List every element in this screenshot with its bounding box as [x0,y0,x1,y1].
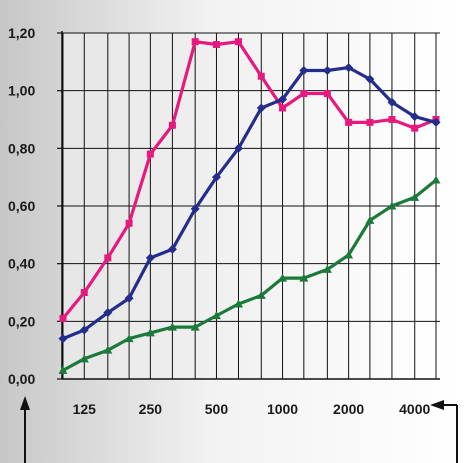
left-arrow-head [20,396,30,410]
right-arrow-head [430,400,444,410]
series-line [61,40,437,320]
data-point [300,90,308,98]
data-point [410,192,420,201]
data-point [104,254,112,262]
data-point [146,150,154,158]
data-point [278,94,288,104]
data-point [233,143,243,153]
data-point [190,322,200,331]
data-point [299,273,309,282]
x-tick-label: 250 [139,401,163,417]
series-2 [58,63,441,344]
data-point [411,124,419,132]
data-point [191,38,199,46]
data-point [323,90,331,98]
y-tick-label: 0,20 [8,313,35,329]
y-tick-label: 0,60 [8,198,35,214]
data-point [431,175,441,184]
data-point [58,365,68,374]
series-line [62,65,437,341]
y-tick-label: 1,20 [8,25,35,41]
data-point [145,253,155,263]
data-point [167,322,177,331]
data-point [212,41,220,49]
x-tick-label: 1000 [267,401,298,417]
data-point [211,172,221,182]
data-point [322,65,332,75]
data-point [124,293,134,303]
y-tick-label: 0,80 [8,140,35,156]
data-point [344,250,354,259]
data-point [124,334,134,343]
data-point [278,273,288,282]
axis-arrows [20,396,458,463]
x-tick-label: 2000 [333,401,364,417]
data-point [410,112,420,122]
data-point [103,308,113,318]
data-point [211,311,221,320]
data-point [345,118,353,126]
data-point [366,118,374,126]
x-tick-label: 4000 [399,401,430,417]
tick-labels: 0,00 0,20 0,40 0,60 0,80 1,00 1,20 125 250 500 100… [8,25,431,417]
data-point [431,117,441,127]
data-point [59,314,67,322]
data-point [387,97,397,107]
data-point [387,201,397,210]
data-point [103,345,113,354]
data-point [256,290,266,299]
y-tick-label: 1,00 [8,83,35,99]
data-point [299,65,309,75]
data-point [344,63,354,73]
data-point [257,72,265,80]
data-point [80,289,88,296]
data-point [190,204,200,214]
data-point [167,244,177,254]
x-tick-label: 125 [73,401,97,417]
data-point [365,215,375,224]
data-point [322,264,332,273]
data-point [79,325,89,335]
y-tick-label: 0,00 [8,371,35,387]
data-point [234,38,242,46]
data-point [58,334,68,344]
data-point [279,104,287,112]
data-point [79,354,89,363]
data-point [145,328,155,337]
y-tick-label: 0,40 [8,256,35,272]
data-point [256,103,266,113]
series-layer [58,38,441,374]
data-point [388,116,396,123]
x-tick-label: 500 [205,401,229,417]
data-point [365,74,375,84]
series-3 [58,175,441,374]
data-point [233,299,243,308]
data-point [168,121,176,129]
data-point [125,219,133,227]
